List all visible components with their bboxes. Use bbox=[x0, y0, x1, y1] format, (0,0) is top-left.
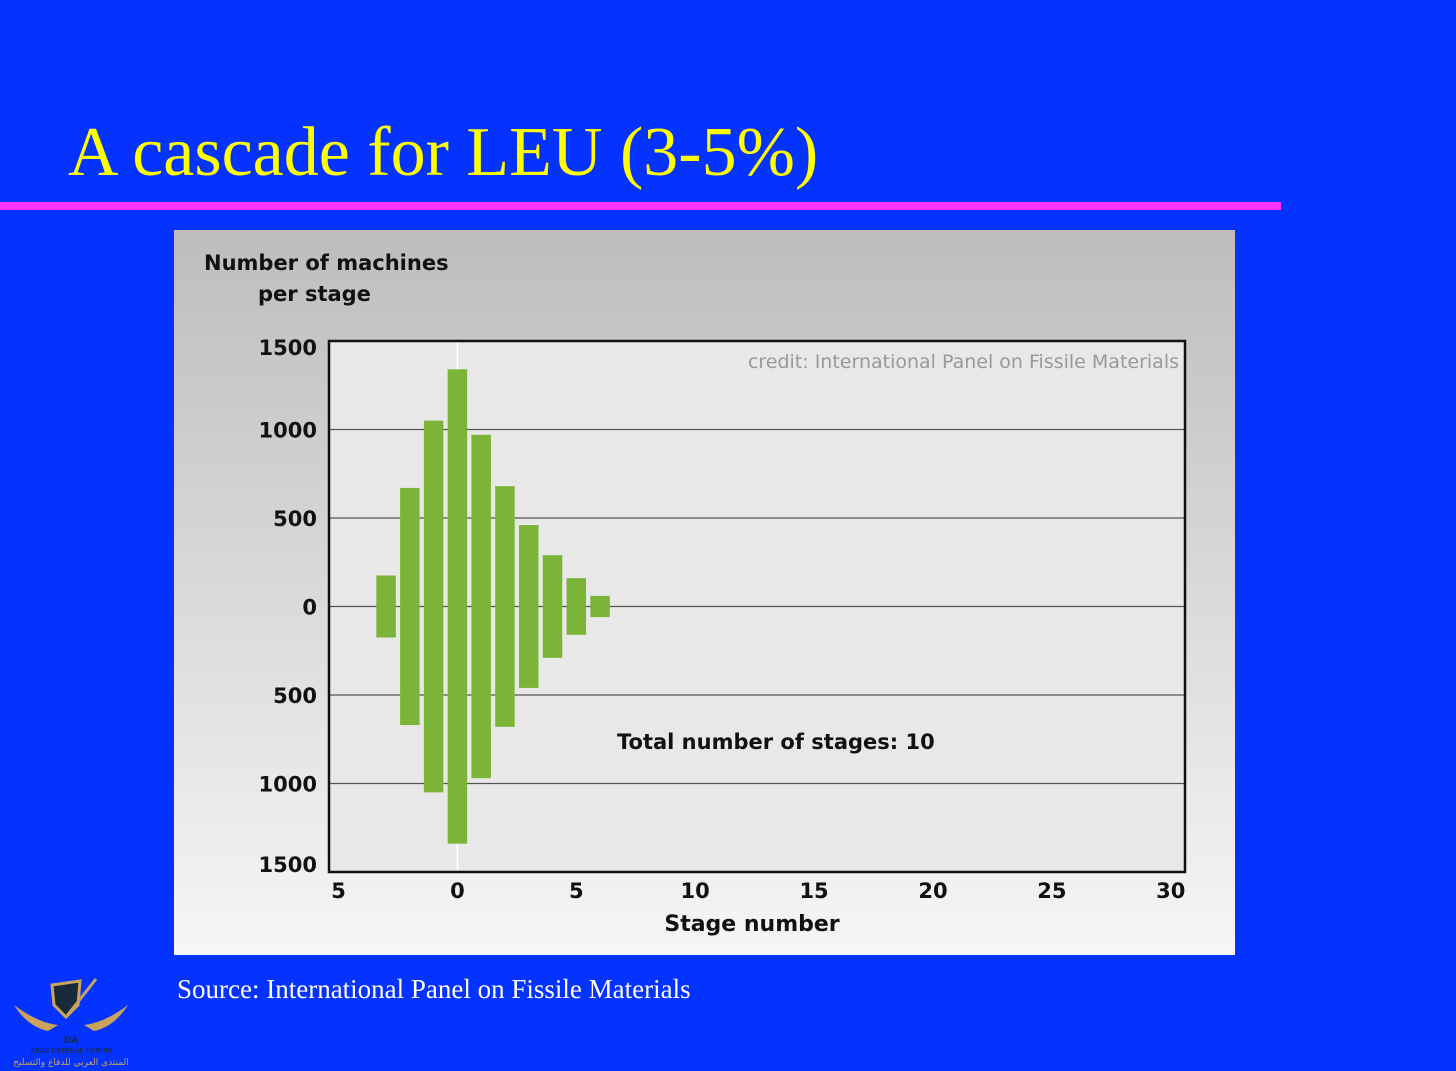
y-tick-label: 1500 bbox=[259, 853, 317, 877]
y-tick-label: 1000 bbox=[259, 773, 317, 797]
source-caption: Source: International Panel on Fissile M… bbox=[177, 974, 691, 1004]
svg-text:ARAB DEFENSE FORUM: ARAB DEFENSE FORUM bbox=[30, 1047, 111, 1055]
svg-text:DA: DA bbox=[64, 1036, 78, 1046]
slide-title: A cascade for LEU (3-5%) bbox=[68, 114, 819, 191]
x-tick-label: 5 bbox=[569, 879, 584, 903]
plot-frame bbox=[327, 339, 1187, 874]
arab-defense-forum-logo: DA ARAB DEFENSE FORUM المنتدى العربي للد… bbox=[13, 978, 129, 1068]
x-tick-label: 15 bbox=[799, 879, 828, 903]
y-tick-label: 500 bbox=[273, 684, 317, 708]
title-divider bbox=[0, 202, 1281, 210]
total-stages-annotation: Total number of stages: 10 bbox=[617, 730, 935, 754]
x-axis-label: Stage number bbox=[664, 912, 839, 937]
x-tick-label: 30 bbox=[1156, 879, 1185, 903]
x-tick-label: 10 bbox=[681, 879, 710, 903]
bar-stage-3 bbox=[518, 525, 539, 688]
y-tick-label: 1500 bbox=[259, 336, 317, 360]
svg-text:المنتدى العربي للدفاع والتسليح: المنتدى العربي للدفاع والتسليح bbox=[13, 1058, 128, 1068]
y-axis-label-line1: Number of machines bbox=[204, 251, 449, 275]
bar-stage--1 bbox=[423, 420, 444, 793]
bar-stage-4 bbox=[542, 555, 563, 658]
bar-stage-0 bbox=[447, 369, 468, 844]
bar-stage-1 bbox=[471, 434, 491, 779]
x-tick-label: 0 bbox=[450, 879, 465, 903]
x-tick-label: 25 bbox=[1037, 879, 1066, 903]
cascade-chart: Number of machines per stage 15001000500… bbox=[204, 251, 1187, 937]
bar-stage-6 bbox=[590, 595, 610, 618]
x-tick-label: 20 bbox=[918, 879, 947, 903]
credit-text: credit: International Panel on Fissile M… bbox=[748, 351, 1179, 373]
y-axis-label-line2: per stage bbox=[258, 282, 371, 306]
x-tick-label: 5 bbox=[331, 879, 346, 903]
y-tick-label: 0 bbox=[302, 596, 317, 620]
y-tick-label: 500 bbox=[273, 507, 317, 531]
chart-panel: Number of machines per stage 1500 1000 500… bbox=[174, 230, 1235, 955]
y-tick-label: 1000 bbox=[259, 419, 317, 443]
bar-stage--3 bbox=[376, 575, 396, 638]
bar-stage-5 bbox=[566, 578, 587, 635]
bar-stage-2 bbox=[495, 486, 515, 727]
bar-stage--2 bbox=[400, 487, 420, 726]
